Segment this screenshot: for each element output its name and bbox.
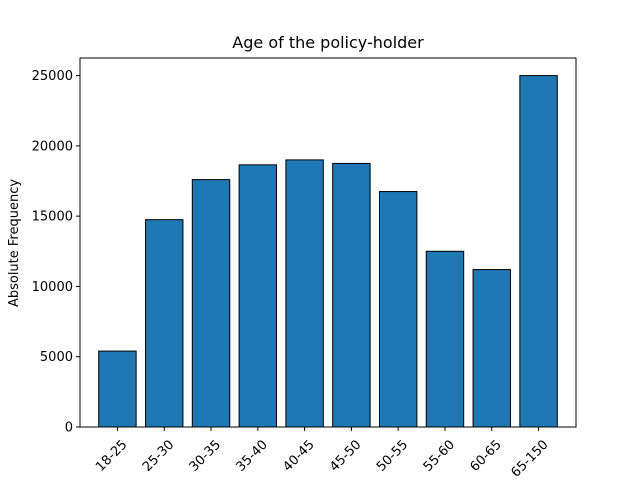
x-tick-label: 30-35: [187, 437, 224, 474]
x-tick-label: 55-60: [421, 437, 458, 474]
bar-45-50: [332, 162, 371, 428]
y-tick-label: 5000: [40, 350, 73, 365]
y-tick-label: 20000: [32, 139, 73, 154]
x-tick-label: 40-45: [280, 437, 317, 474]
plot-frame: [79, 57, 577, 428]
bar-50-55: [378, 191, 418, 428]
x-tick-label: 65-150: [508, 437, 551, 480]
bar-35-40: [238, 164, 278, 428]
x-tick-label: 60-65: [467, 437, 504, 474]
bars: [98, 75, 558, 428]
x-tick-label: 45-50: [327, 437, 364, 474]
y-tick-label: 0: [65, 421, 73, 436]
bar-65-150: [519, 75, 558, 428]
x-tick-label: 50-55: [374, 437, 411, 474]
x-axis-ticks: 18-25 25-30 30-35 35-40 40-45 45-50 50-55 55-60…: [93, 427, 552, 480]
bar-40-45: [285, 159, 324, 428]
x-tick-label: 18-25: [93, 437, 130, 474]
bar-18-25: [98, 350, 137, 428]
bar-30-35: [191, 179, 231, 428]
y-tick-label: 15000: [32, 210, 73, 225]
y-tick-label: 25000: [32, 69, 73, 84]
bar-55-60: [425, 250, 465, 428]
bar-60-65: [472, 269, 511, 428]
chart-title: Age of the policy-holder: [232, 33, 424, 52]
bar-25-30: [145, 219, 184, 428]
y-axis-ticks: 0 5000 10000 15000 20000 25000: [32, 69, 80, 436]
x-tick-label: 35-40: [234, 437, 271, 474]
y-tick-label: 10000: [32, 280, 73, 295]
y-axis-label: Absolute Frequency: [7, 179, 22, 307]
x-tick-label: 25-30: [140, 437, 177, 474]
